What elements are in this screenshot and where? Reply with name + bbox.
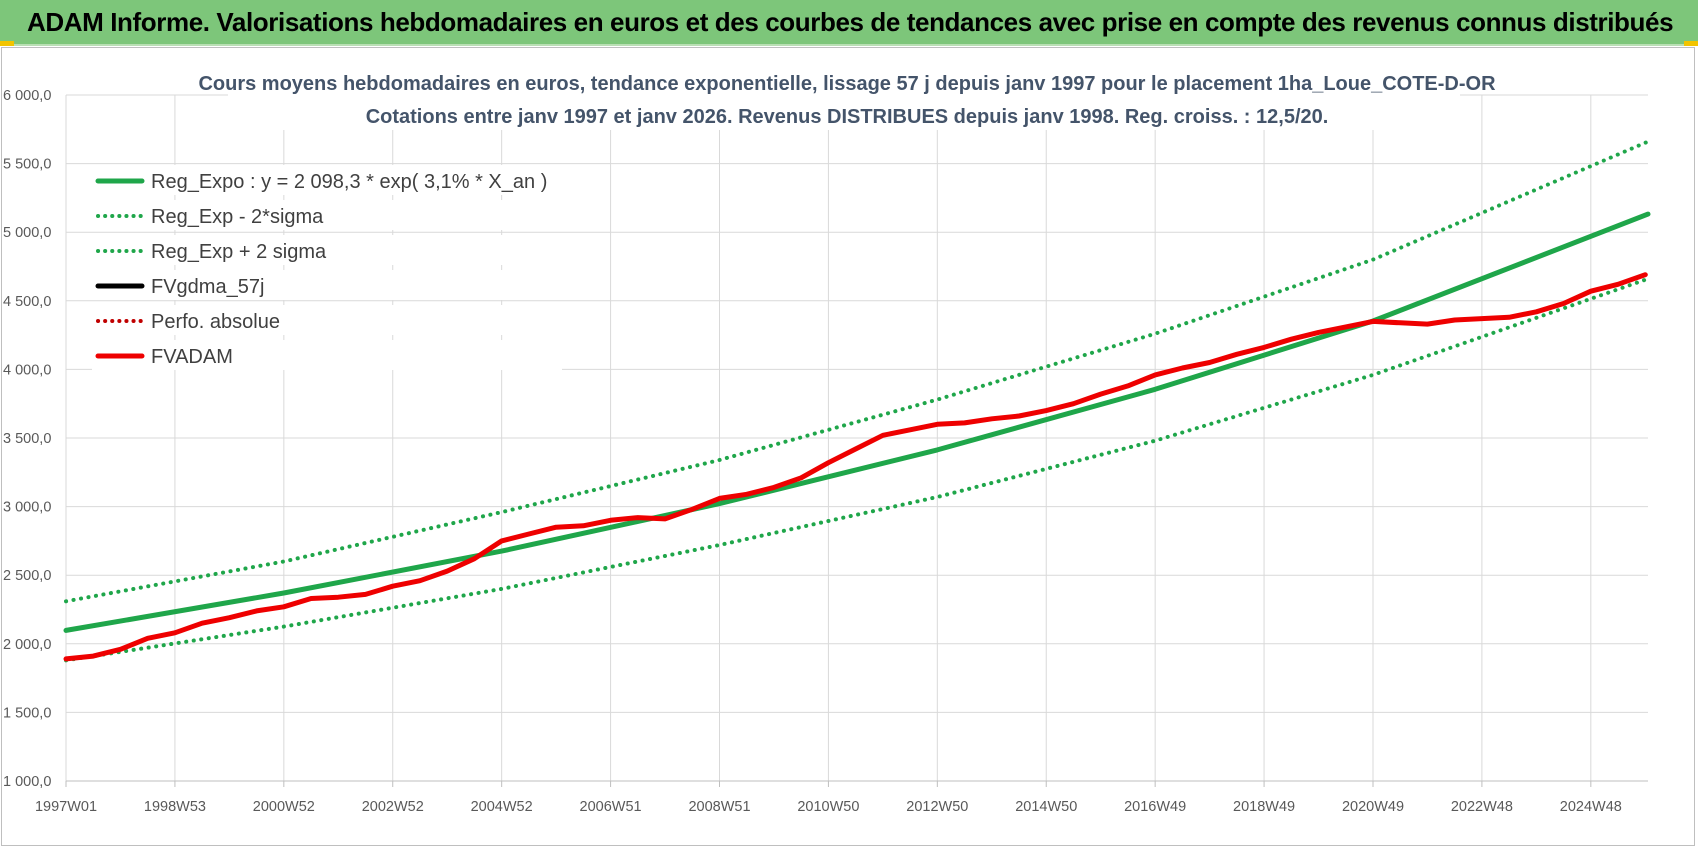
legend-entry-background (92, 165, 562, 195)
header-banner: ADAM Informe. Valorisations hebdomadaire… (0, 0, 1698, 46)
legend-entry-background (92, 200, 562, 230)
x-tick-label: 2018W49 (1233, 799, 1295, 815)
y-tick-label: 3 500,0 (3, 431, 51, 447)
series-lines (63, 139, 1651, 663)
x-tick-label: 1997W01 (35, 799, 97, 815)
legend-entry-background (92, 270, 562, 300)
x-tick-label: 2020W49 (1342, 799, 1404, 815)
x-tick-label: 2014W50 (1015, 799, 1077, 815)
y-tick-label: 1 500,0 (3, 705, 51, 721)
corner-marker-right (1684, 41, 1698, 46)
chart-legend: Reg_Expo : y = 2 098,3 * exp( 3,1% * X_a… (92, 165, 562, 370)
gridlines (65, 94, 1648, 782)
x-tick-label: 2006W51 (580, 799, 642, 815)
x-tick-label: 2004W52 (471, 799, 533, 815)
chart-frame (1, 47, 1695, 846)
corner-marker-left (0, 41, 14, 46)
y-tick-label: 1 000,0 (3, 774, 51, 790)
x-tick-label: 2024W48 (1560, 799, 1622, 815)
series-line-0 (63, 211, 1651, 633)
legend-label-1: Reg_Exp - 2*sigma (151, 206, 324, 228)
legend-label-0: Reg_Expo : y = 2 098,3 * exp( 3,1% * X_a… (151, 171, 547, 193)
series-line-2 (64, 139, 1650, 604)
y-tick-label: 5 000,0 (3, 225, 51, 241)
x-tick-label: 2000W52 (253, 799, 315, 815)
y-tick-label: 6 000,0 (3, 88, 51, 104)
x-tick-label: 2012W50 (906, 799, 968, 815)
y-tick-label: 3 000,0 (3, 500, 51, 516)
x-tick-label: 1998W53 (144, 799, 206, 815)
x-tick-label: 2010W50 (797, 799, 859, 815)
y-axis-ticks: 1 000,0 1 500,0 2 000,0 2 500,0 3 000,0 3 500… (3, 88, 51, 790)
chart-subtitle: Cotations entre janv 1997 et janv 2026. … (366, 106, 1329, 128)
x-tick-label: 2022W48 (1451, 799, 1513, 815)
legend-label-5: FVADAM (151, 346, 233, 368)
chart-title: Cours moyens hebdomadaires en euros, ten… (198, 73, 1496, 95)
series-line-5 (63, 272, 1648, 662)
y-tick-label: 2 000,0 (3, 637, 51, 653)
y-tick-label: 2 500,0 (3, 568, 51, 584)
legend-entry-background (92, 340, 562, 370)
y-tick-label: 4 500,0 (3, 294, 51, 310)
title-background (228, 66, 1460, 130)
legend-entry-background (92, 235, 562, 265)
legend-label-3: FVgdma_57j (151, 276, 264, 298)
series-line-1 (64, 276, 1650, 663)
banner-title: ADAM Informe. Valorisations hebdomadaire… (27, 7, 1674, 37)
legend-label-2: Reg_Exp + 2 sigma (151, 241, 327, 263)
x-tick-label: 2002W52 (362, 799, 424, 815)
x-tick-label: 2016W49 (1124, 799, 1186, 815)
legend-label-4: Perfo. absolue (151, 311, 280, 333)
x-tick-label: 2008W51 (688, 799, 750, 815)
y-tick-label: 5 500,0 (3, 157, 51, 173)
y-tick-label: 4 000,0 (3, 362, 51, 378)
legend-entry-background (92, 305, 562, 335)
x-axis-ticks: 1997W01 1998W53 2000W52 2002W52 2004W52 2006W… (35, 780, 1648, 815)
